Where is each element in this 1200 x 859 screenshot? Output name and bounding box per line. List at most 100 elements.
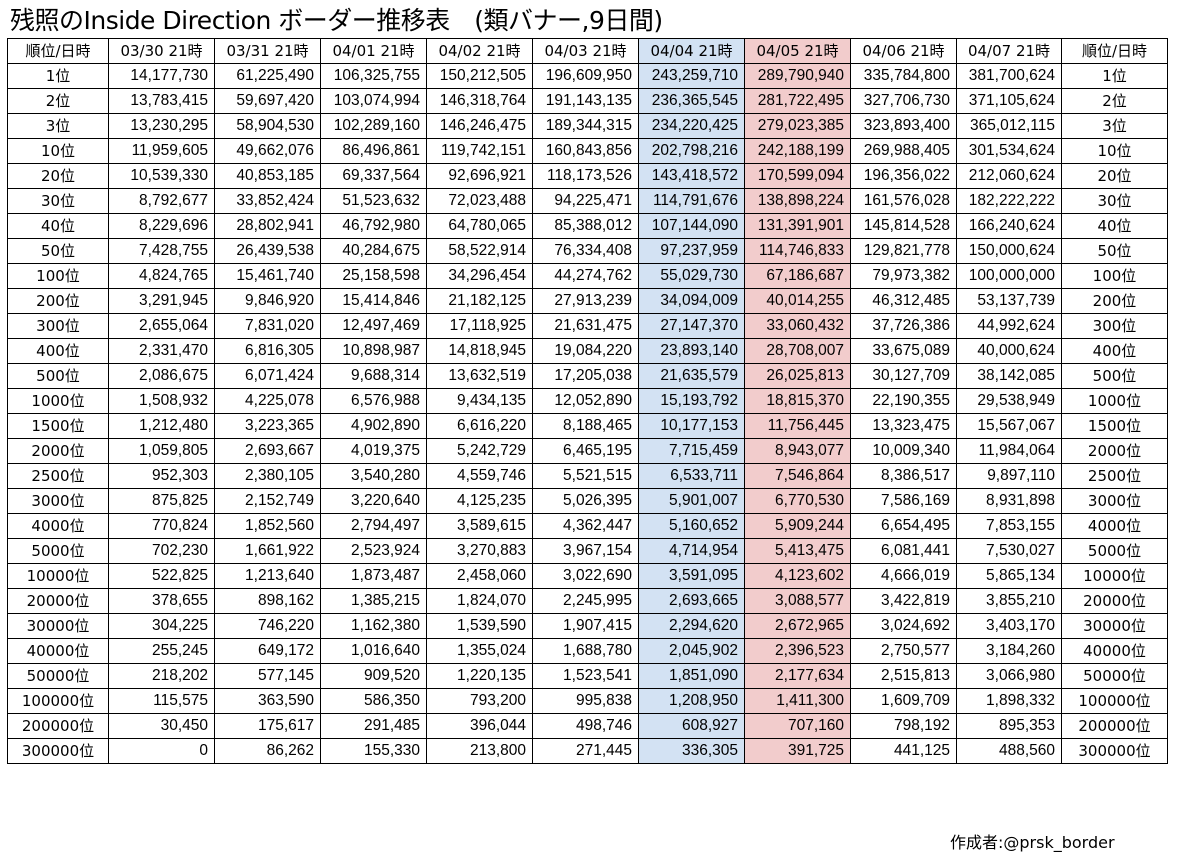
border-value-cell: 7,530,027 [956,538,1062,564]
border-value-cell: 995,838 [532,688,639,714]
border-value-cell: 5,160,652 [638,513,745,539]
table-row: 30位 8,792,677 33,852,424 51,523,632 72,023,4… [7,188,1168,214]
border-value-cell: 371,105,624 [956,88,1062,114]
rank-label: 10000位 [1061,563,1168,589]
border-value-cell: 6,533,711 [638,463,745,489]
border-value-cell: 19,084,220 [532,338,639,364]
rank-label: 3000位 [1061,488,1168,514]
border-value-cell: 1,907,415 [532,613,639,639]
border-value-cell: 69,337,564 [320,163,427,189]
border-value-cell: 145,814,528 [850,213,957,239]
border-value-cell: 9,846,920 [214,288,321,314]
border-value-cell: 9,688,314 [320,363,427,389]
border-value-cell: 15,567,067 [956,413,1062,439]
border-value-cell: 1,208,950 [638,688,745,714]
border-value-cell: 40,014,255 [744,288,851,314]
credit-text: 作成者:@prsk_border [950,833,1115,852]
border-value-cell: 649,172 [214,638,321,664]
rank-label: 300位 [1061,313,1168,339]
border-value-cell: 53,137,739 [956,288,1062,314]
border-value-cell: 323,893,400 [850,113,957,139]
rank-label: 1500位 [1061,413,1168,439]
table-row: 10位 11,959,605 49,662,076 86,496,861 119,742… [7,138,1168,164]
rank-label: 100000位 [7,688,109,714]
border-value-cell: 100,000,000 [956,263,1062,289]
rank-label: 30000位 [7,613,109,639]
border-value-cell: 5,909,244 [744,513,851,539]
border-value-cell: 58,904,530 [214,113,321,139]
rank-label: 300000位 [7,738,109,764]
border-value-cell: 4,125,235 [426,488,533,514]
border-value-cell: 1,220,135 [426,663,533,689]
border-value-cell: 67,186,687 [744,263,851,289]
border-value-cell: 119,742,151 [426,138,533,164]
border-value-cell: 15,414,846 [320,288,427,314]
border-value-cell: 391,725 [744,738,851,764]
border-value-cell: 213,800 [426,738,533,764]
rank-label: 40000位 [1061,638,1168,664]
border-value-cell: 1,213,640 [214,563,321,589]
border-value-cell: 92,696,921 [426,163,533,189]
border-value-cell: 243,259,710 [638,63,745,89]
border-value-cell: 10,009,340 [850,438,957,464]
border-value-cell: 441,125 [850,738,957,764]
border-value-cell: 97,237,959 [638,238,745,264]
border-value-cell: 7,715,459 [638,438,745,464]
border-value-cell: 8,931,898 [956,488,1062,514]
border-value-cell: 129,821,778 [850,238,957,264]
border-value-cell: 2,693,665 [638,588,745,614]
border-value-cell: 3,024,692 [850,613,957,639]
border-value-cell: 166,240,624 [956,213,1062,239]
border-value-cell: 38,142,085 [956,363,1062,389]
border-value-cell: 1,523,541 [532,663,639,689]
border-value-cell: 7,853,155 [956,513,1062,539]
border-value-cell: 381,700,624 [956,63,1062,89]
border-value-cell: 33,675,089 [850,338,957,364]
border-value-cell: 21,635,579 [638,363,745,389]
border-value-cell: 10,539,330 [108,163,215,189]
border-value-cell: 793,200 [426,688,533,714]
border-value-cell: 236,365,545 [638,88,745,114]
border-value-cell: 6,816,305 [214,338,321,364]
border-value-cell: 107,144,090 [638,213,745,239]
rank-label: 100000位 [1061,688,1168,714]
rank-label: 400位 [7,338,109,364]
table-row: 500位 2,086,675 6,071,424 9,688,314 13,632,51… [7,363,1168,389]
border-value-cell: 3,291,945 [108,288,215,314]
border-value-cell: 102,289,160 [320,113,427,139]
border-value-cell: 1,059,805 [108,438,215,464]
border-value-cell: 86,262 [214,738,321,764]
rank-label: 40位 [7,213,109,239]
border-value-cell: 2,086,675 [108,363,215,389]
border-value-cell: 2,693,667 [214,438,321,464]
border-value-cell: 9,897,110 [956,463,1062,489]
border-value-cell: 18,815,370 [744,388,851,414]
rank-label: 2500位 [1061,463,1168,489]
border-value-cell: 1,873,487 [320,563,427,589]
border-value-cell: 6,071,424 [214,363,321,389]
border-value-cell: 55,029,730 [638,263,745,289]
border-value-cell: 14,177,730 [108,63,215,89]
border-value-cell: 702,230 [108,538,215,564]
border-value-cell: 2,672,965 [744,613,851,639]
rank-label: 100位 [7,263,109,289]
table-row: 30000位 304,225 746,220 1,162,380 1,539,590 1,… [7,613,1168,639]
border-value-cell: 3,220,640 [320,488,427,514]
border-value-cell: 103,074,994 [320,88,427,114]
border-value-cell: 291,485 [320,713,427,739]
rank-label: 200000位 [7,713,109,739]
table-row: 2位 13,783,415 59,697,420 103,074,994 146,318… [7,88,1168,114]
date-header: 03/31 21時 [214,38,321,64]
border-value-cell: 498,746 [532,713,639,739]
table-row: 3位 13,230,295 58,904,530 102,289,160 146,246… [7,113,1168,139]
rank-label: 50位 [1061,238,1168,264]
table-row: 100位 4,824,765 15,461,740 25,158,598 34,296,… [7,263,1168,289]
border-value-cell: 146,318,764 [426,88,533,114]
border-value-cell: 4,362,447 [532,513,639,539]
border-value-cell: 17,205,038 [532,363,639,389]
table-row: 20000位 378,655 898,162 1,385,215 1,824,070 2,… [7,588,1168,614]
border-value-cell: 27,147,370 [638,313,745,339]
border-value-cell: 8,792,677 [108,188,215,214]
border-value-cell: 8,943,077 [744,438,851,464]
border-value-cell: 25,158,598 [320,263,427,289]
